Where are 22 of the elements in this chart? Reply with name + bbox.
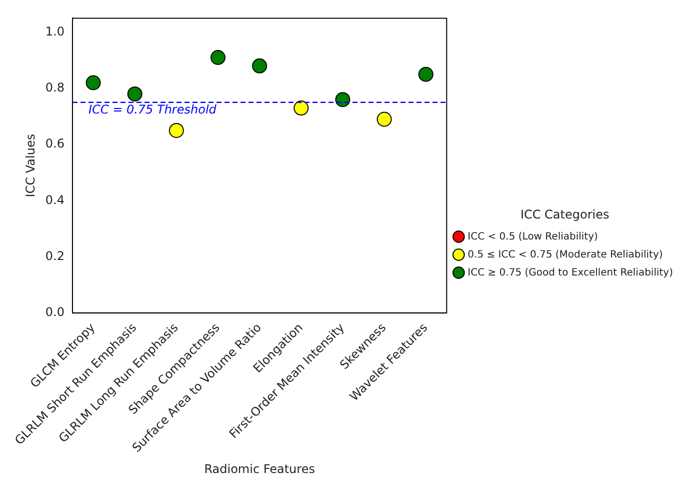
legend-title: ICC Categories <box>520 207 610 222</box>
point <box>168 122 184 138</box>
point <box>376 112 392 127</box>
x-axis-title: Radiomic Features <box>204 462 315 476</box>
point <box>335 92 350 108</box>
y-tick-label: 1.0 <box>45 24 64 38</box>
point <box>127 86 142 102</box>
legend-label: ICC ≥ 0.75 (Good to Excellent Reliability) <box>468 267 674 278</box>
legend-label: ICC < 0.5 (Low Reliability) <box>468 231 598 242</box>
ref-line-label: ICC = 0.75 Threshold <box>88 102 217 117</box>
legend-label: 0.5 ≤ ICC < 0.75 (Moderate Reliability) <box>468 249 663 260</box>
y-tick-label: 0.0 <box>45 305 64 320</box>
y-tick-label: 0.8 <box>45 80 64 94</box>
y-axis-title: ICC Values <box>23 134 38 198</box>
point <box>294 100 309 116</box>
y-tick-label: 0.6 <box>45 136 64 151</box>
point <box>418 66 434 82</box>
point <box>210 50 226 65</box>
y-tick-label: 0.4 <box>45 192 64 207</box>
y-tick-label: 0.2 <box>45 248 64 263</box>
point <box>86 75 101 90</box>
point <box>252 58 268 74</box>
